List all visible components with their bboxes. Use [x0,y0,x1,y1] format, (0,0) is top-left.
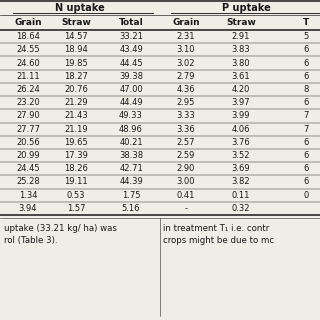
Text: 1.57: 1.57 [67,204,85,213]
Text: 7: 7 [303,111,309,120]
Text: 0.32: 0.32 [232,204,250,213]
Text: 0.53: 0.53 [67,191,85,200]
Text: 6: 6 [303,98,309,107]
Text: 2.90: 2.90 [177,164,195,173]
Text: crops might be due to mc: crops might be due to mc [163,236,274,245]
Text: 5: 5 [303,32,308,41]
Text: 43.49: 43.49 [119,45,143,54]
Text: 1.34: 1.34 [19,191,37,200]
Text: 20.56: 20.56 [16,138,40,147]
Text: 48.96: 48.96 [119,124,143,134]
Text: 49.33: 49.33 [119,111,143,120]
Text: 6: 6 [303,72,309,81]
Text: 38.38: 38.38 [119,151,143,160]
Text: 6: 6 [303,178,309,187]
Text: 20.99: 20.99 [16,151,40,160]
Text: 42.71: 42.71 [119,164,143,173]
Text: 47.00: 47.00 [119,85,143,94]
Text: 44.39: 44.39 [119,178,143,187]
Text: 3.33: 3.33 [177,111,196,120]
Text: 2.59: 2.59 [177,151,195,160]
Text: 3.97: 3.97 [232,98,250,107]
Text: 3.76: 3.76 [232,138,250,147]
Text: 3.02: 3.02 [177,59,195,68]
Text: 4.20: 4.20 [232,85,250,94]
Text: 21.19: 21.19 [64,124,88,134]
Text: 3.52: 3.52 [232,151,250,160]
Text: 19.11: 19.11 [64,178,88,187]
Text: 0.41: 0.41 [177,191,195,200]
Text: 3.83: 3.83 [232,45,250,54]
Text: 2.95: 2.95 [177,98,195,107]
Text: 7: 7 [303,124,309,134]
Text: 6: 6 [303,151,309,160]
Text: 2.57: 2.57 [177,138,195,147]
Text: 0: 0 [303,191,308,200]
Text: 24.60: 24.60 [16,59,40,68]
Text: 18.27: 18.27 [64,72,88,81]
Text: 3.61: 3.61 [232,72,250,81]
Text: 20.76: 20.76 [64,85,88,94]
Text: 44.45: 44.45 [119,59,143,68]
Text: in treatment T₁ i.e. contr: in treatment T₁ i.e. contr [163,224,269,233]
Text: 6: 6 [303,45,309,54]
Text: Grain: Grain [172,18,200,27]
Text: T: T [303,18,309,27]
Text: 3.82: 3.82 [232,178,250,187]
Text: 23.20: 23.20 [16,98,40,107]
Text: 1.75: 1.75 [122,191,140,200]
Text: 0.11: 0.11 [232,191,250,200]
Text: 2.91: 2.91 [232,32,250,41]
Text: P uptake: P uptake [222,3,270,13]
Text: Grain: Grain [14,18,42,27]
Text: 3.00: 3.00 [177,178,195,187]
Text: 3.69: 3.69 [232,164,250,173]
Text: Straw: Straw [61,18,91,27]
Text: -: - [185,204,188,213]
Text: 26.24: 26.24 [16,85,40,94]
Text: 44.49: 44.49 [119,98,143,107]
Text: 2.31: 2.31 [177,32,195,41]
Text: 18.94: 18.94 [64,45,88,54]
Text: 3.94: 3.94 [19,204,37,213]
Text: 4.06: 4.06 [232,124,250,134]
Text: 4.36: 4.36 [177,85,195,94]
Text: 24.45: 24.45 [16,164,40,173]
Text: 3.99: 3.99 [232,111,250,120]
Text: 14.57: 14.57 [64,32,88,41]
Text: 33.21: 33.21 [119,32,143,41]
Text: Total: Total [119,18,143,27]
Text: 3.36: 3.36 [177,124,196,134]
Text: 8: 8 [303,85,309,94]
Text: 17.39: 17.39 [64,151,88,160]
Text: 27.90: 27.90 [16,111,40,120]
Text: 24.55: 24.55 [16,45,40,54]
Text: 2.79: 2.79 [177,72,195,81]
Text: 21.29: 21.29 [64,98,88,107]
Text: 19.85: 19.85 [64,59,88,68]
Text: 6: 6 [303,164,309,173]
Text: 18.26: 18.26 [64,164,88,173]
Text: 6: 6 [303,138,309,147]
Text: N uptake: N uptake [55,3,104,13]
Text: 18.64: 18.64 [16,32,40,41]
Text: 39.38: 39.38 [119,72,143,81]
Text: 40.21: 40.21 [119,138,143,147]
Text: 19.65: 19.65 [64,138,88,147]
Text: 5.16: 5.16 [122,204,140,213]
Text: 3.10: 3.10 [177,45,195,54]
Text: 25.28: 25.28 [16,178,40,187]
Text: 21.43: 21.43 [64,111,88,120]
Text: 27.77: 27.77 [16,124,40,134]
Text: uptake (33.21 kg/ ha) was: uptake (33.21 kg/ ha) was [4,224,117,233]
Text: 21.11: 21.11 [16,72,40,81]
Text: 6: 6 [303,59,309,68]
Text: 3.80: 3.80 [232,59,250,68]
Text: rol (Table 3).: rol (Table 3). [4,236,58,245]
Text: Straw: Straw [226,18,256,27]
